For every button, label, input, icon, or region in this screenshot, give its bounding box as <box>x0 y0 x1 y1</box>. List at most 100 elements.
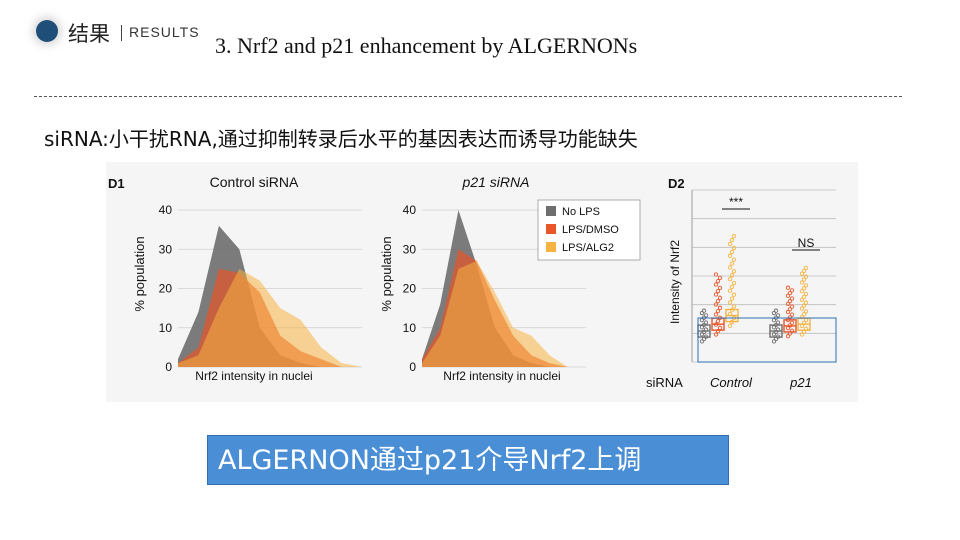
data-point <box>729 308 735 313</box>
data-point <box>727 323 733 329</box>
data-point <box>713 312 719 317</box>
data-point <box>717 285 723 290</box>
data-point <box>715 279 721 284</box>
data-point <box>715 299 721 304</box>
data-point <box>801 268 807 274</box>
data-point <box>801 294 807 300</box>
data-point <box>799 288 805 294</box>
y-tick-label: 10 <box>159 321 173 335</box>
legend-swatch-lps-dmso <box>546 224 556 234</box>
data-point <box>731 304 737 309</box>
data-point <box>801 286 807 291</box>
panel-title-control: Control siRNA <box>210 174 299 190</box>
data-point <box>799 271 805 276</box>
data-point <box>785 309 791 315</box>
data-point <box>701 308 707 313</box>
data-point <box>789 320 795 325</box>
group-label-control: Control <box>710 375 753 390</box>
legend-lps-dmso: LPS/DMSO <box>562 224 619 236</box>
legend-swatch-no-lps <box>546 206 556 216</box>
data-point <box>727 265 733 270</box>
data-point <box>717 275 723 280</box>
section-title: 结果 <box>68 22 110 46</box>
data-point <box>713 282 719 287</box>
data-point <box>785 334 791 339</box>
data-point <box>729 261 735 266</box>
data-point <box>789 296 795 301</box>
y-tick-label: 0 <box>409 360 416 374</box>
data-point <box>799 280 805 285</box>
data-point <box>715 328 721 334</box>
data-point <box>717 305 723 310</box>
data-point <box>717 295 723 300</box>
significance-control: *** <box>729 195 743 209</box>
section-subtitle: RESULTS <box>129 24 200 40</box>
legend-no-lps: No LPS <box>562 206 600 218</box>
data-point <box>775 313 781 318</box>
data-point <box>731 269 737 274</box>
data-point <box>785 293 791 298</box>
data-point <box>803 265 809 271</box>
area-lps-alg2 <box>422 261 586 367</box>
x-axis-label-p21: Nrf2 intensity in nuclei <box>443 369 560 383</box>
legend-lps-alg2: LPS/ALG2 <box>562 242 614 254</box>
y-tick-label: 0 <box>165 360 172 374</box>
data-point <box>727 300 733 305</box>
y-tick-label: 20 <box>159 282 173 296</box>
data-point <box>803 291 809 297</box>
conclusion-callout: ALGERNON通过p21介导Nrf2上调 <box>207 435 729 485</box>
data-point <box>729 249 735 254</box>
header-divider <box>121 25 122 41</box>
highlight-box <box>697 317 837 363</box>
group-label-p21: p21 <box>789 375 812 390</box>
panel-label-d2: D2 <box>668 176 685 191</box>
data-point <box>789 304 795 309</box>
sirna-definition: siRNA:小干扰RNA,通过抑制转录后水平的基因表达而诱导功能缺失 <box>44 127 638 151</box>
data-point <box>729 273 735 278</box>
data-point <box>801 277 807 282</box>
legend: No LPS LPS/DMSO LPS/ALG2 <box>537 199 641 261</box>
data-point <box>731 245 737 251</box>
y-tick-label: 30 <box>403 242 417 256</box>
data-point <box>787 299 793 304</box>
data-point <box>789 288 795 293</box>
data-point <box>799 332 805 337</box>
y-axis-label-d1: % population <box>132 236 147 311</box>
sirna-row-label: siRNA <box>646 375 683 390</box>
area-lps-alg2 <box>178 268 362 367</box>
header-dot-icon <box>36 20 58 42</box>
data-point <box>775 320 781 325</box>
data-point <box>787 307 793 312</box>
x-axis-label-d1: Nrf2 intensity in nuclei <box>195 369 312 383</box>
legend-swatch-lps-alg2 <box>546 242 556 252</box>
panel-p21-sirna: p21 siRNA % population Nrf2 intensity in… <box>379 174 641 383</box>
data-point <box>729 237 735 243</box>
panel-title-p21: p21 siRNA <box>462 174 530 190</box>
data-point <box>715 289 721 294</box>
figure: D1 Control siRNA % population Nrf2 inten… <box>106 162 858 402</box>
panel-d2: D2 Intensity of Nrf2 siRNA Control p21 *… <box>646 176 837 390</box>
data-point <box>787 290 793 296</box>
data-point <box>729 284 735 290</box>
y-tick-label: 20 <box>403 282 417 296</box>
data-point <box>799 306 805 311</box>
data-point <box>727 288 733 293</box>
slide-title: 3. Nrf2 and p21 enhancement by ALGERNONs <box>215 33 638 58</box>
data-point <box>803 283 809 288</box>
data-point <box>703 313 709 318</box>
data-point <box>715 319 721 324</box>
data-point <box>799 297 805 302</box>
data-point <box>799 314 805 320</box>
dashed-divider <box>34 96 902 97</box>
panel-control-sirna: D1 Control siRNA % population Nrf2 inten… <box>108 174 362 383</box>
data-point <box>715 309 721 314</box>
data-point <box>713 332 719 337</box>
data-point <box>803 300 809 305</box>
data-point <box>801 303 807 308</box>
data-point <box>785 301 791 307</box>
data-point <box>703 320 709 325</box>
data-point <box>731 280 737 286</box>
data-point <box>789 312 795 317</box>
data-point <box>727 276 733 282</box>
significance-p21: NS <box>798 236 815 250</box>
